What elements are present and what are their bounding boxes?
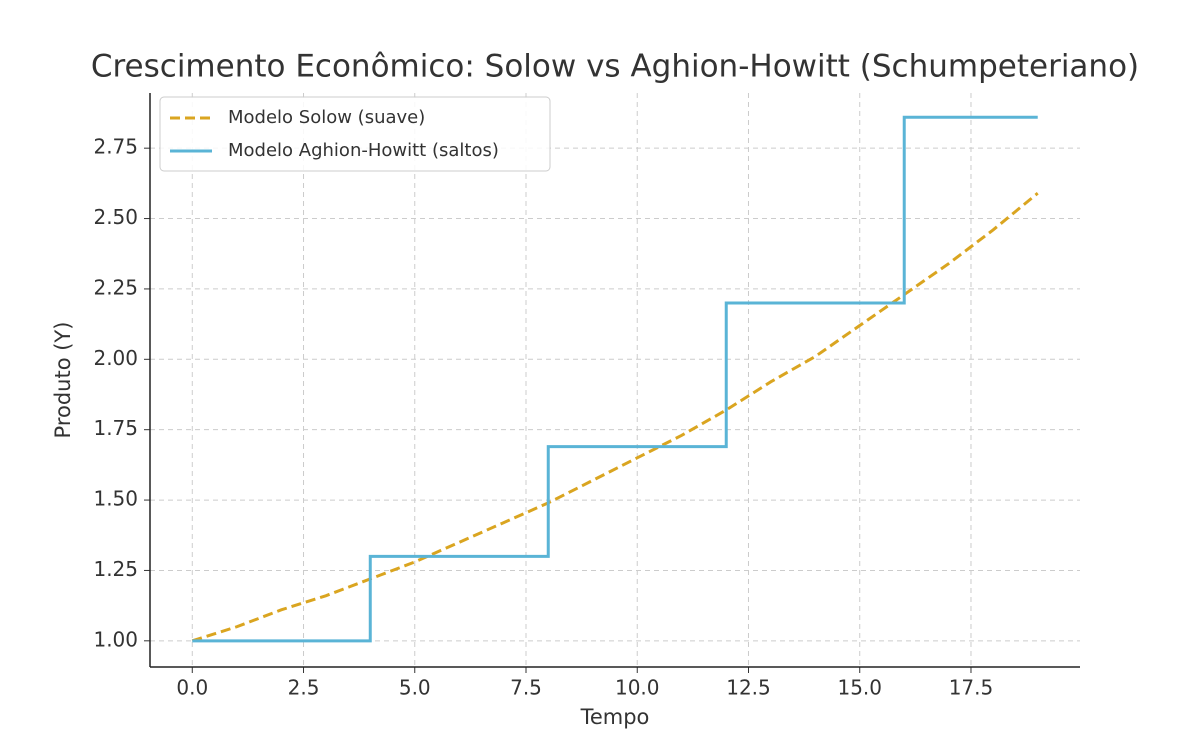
legend-label: Modelo Solow (suave) [228, 107, 425, 128]
y-tick-label: 2.75 [93, 135, 138, 159]
x-tick-label: 5.0 [399, 676, 431, 700]
x-tick-label: 7.5 [510, 676, 542, 700]
y-tick-label: 1.25 [93, 557, 138, 581]
x-tick-label: 12.5 [726, 676, 771, 700]
y-tick-label: 2.25 [93, 275, 138, 299]
x-axis-label: Tempo [580, 705, 650, 729]
y-tick-label: 1.00 [93, 627, 138, 651]
y-tick-label: 2.00 [93, 346, 138, 370]
x-tick-label: 15.0 [837, 676, 882, 700]
series-line [191, 192, 1039, 643]
y-tick-label: 1.50 [93, 487, 138, 511]
y-tick-label: 2.50 [93, 205, 138, 229]
legend-label: Modelo Aghion-Howitt (saltos) [228, 140, 499, 161]
x-tick-label: 0.0 [176, 676, 208, 700]
x-tick-label: 10.0 [615, 676, 660, 700]
x-tick-label: 2.5 [288, 676, 320, 700]
x-tick-label: 17.5 [949, 676, 994, 700]
chart-title: Crescimento Econômico: Solow vs Aghion-H… [91, 49, 1139, 85]
legend-box [159, 96, 551, 172]
y-tick-label: 1.75 [93, 416, 138, 440]
series-line [192, 115, 1038, 643]
y-axis-label: Produto (Y) [51, 322, 75, 439]
